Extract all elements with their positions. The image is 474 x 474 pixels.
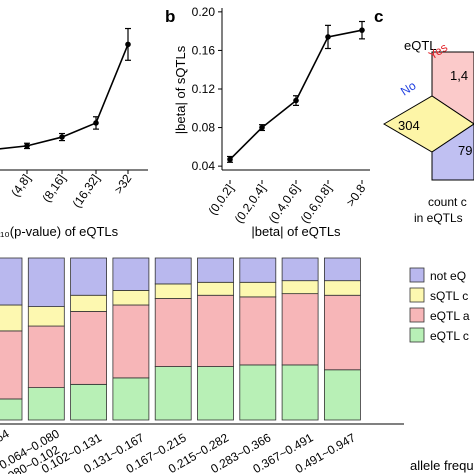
panel-a-data-point (24, 143, 30, 149)
panel-b-y-tick-label: 0.16 (192, 43, 216, 57)
panel-d-bar-segment (70, 294, 107, 312)
panel-d-bar-segment (112, 304, 150, 379)
panel-b-data-point (293, 97, 299, 104)
panel-d-bar-segment (323, 280, 361, 296)
panel-d-legend-swatch (409, 327, 425, 343)
panel-a-x-tick-label: (8,16] (39, 172, 68, 205)
panel-a-x-tick-label: >32 (111, 171, 134, 196)
panel-c-title: eQTL (404, 38, 437, 53)
panel-b-y-tick-label: 0.08 (192, 121, 216, 135)
panel-b-label: b (165, 7, 175, 26)
panel-c-caption-line1: count c (428, 195, 467, 209)
panel-d-x-axis-label: allele freque (410, 458, 474, 473)
panel-d-x-tick-label: .064 (0, 426, 12, 450)
panel-c-cell-yes-value: 1,4 (450, 68, 468, 83)
panel-d-bar-segment (154, 366, 192, 421)
panel-a-line-chart: (4,8] (8,16] (16,32] >32 ₁₀(p-value) of eQT… (0, 27, 148, 239)
panel-b-x-tick-label: (0,0.2] (205, 182, 236, 218)
panel-c-cell-left (383, 95, 474, 153)
panel-d-bar-segment (281, 280, 319, 295)
panel-d-bar-segment (154, 298, 192, 367)
panel-d-bar-segment (197, 294, 234, 367)
panel-c-caption-line2: in eQTLs (414, 211, 463, 225)
panel-b-y-axis-label: |beta| of sQTLs (173, 45, 188, 134)
panel-b-line-chart: b |beta| of sQTLs 0.20 0.16 0.12 0.08 0.04 (… (165, 5, 370, 239)
panel-b-data-point (227, 156, 233, 163)
panel-b-series-line (229, 29, 363, 160)
panel-d-bar-segment (27, 306, 65, 327)
panel-d-bar-segment (197, 366, 234, 421)
panel-d-legend: not eQ sQTL c eQTL a eQTL c (409, 267, 470, 343)
panel-d-bar-segment (323, 294, 361, 371)
panel-d-bar-segment (323, 369, 361, 421)
panel-d-bar-segment (70, 257, 107, 296)
panel-a-x-tick-label: (4,8] (8, 172, 33, 200)
panel-a-data-point (93, 120, 99, 126)
panel-d-legend-label: not eQ (430, 269, 466, 283)
panel-b-y-tick-label: 0.12 (192, 82, 216, 96)
panel-d-legend-swatch (409, 287, 425, 303)
panel-d-bar-segment (239, 296, 277, 366)
panel-b-x-tick-label: (0.6,0.8] (298, 182, 335, 226)
panel-d-legend-label: eQTL a (430, 309, 470, 323)
panel-d-legend-label: sQTL c (430, 289, 468, 303)
panel-a-x-tick-label: (16,32] (70, 172, 103, 211)
panel-d-bar-segment (112, 377, 150, 421)
panel-d-bar-segment (27, 257, 65, 307)
panel-c-cell-left-value: 304 (398, 118, 420, 133)
panel-d-bar-segment (239, 257, 277, 283)
panel-c-label: c (374, 7, 383, 26)
panel-d-bar-segment (27, 387, 65, 421)
panel-d-bar-segment (112, 289, 150, 306)
panel-d-bar-segment (154, 283, 192, 299)
panel-a-x-axis-label: ₁₀(p-value) of eQTLs (0, 224, 119, 239)
panel-b-data-point (259, 124, 265, 131)
panel-a-data-point (125, 41, 131, 48)
panel-c-cell-bottom-value: 79 (458, 143, 472, 158)
panel-d-bar-segment (70, 311, 107, 385)
panel-d-bar-segment (70, 383, 107, 421)
panel-b-y-tick-label: 0.04 (192, 159, 216, 173)
panel-d-bar-segment (0, 257, 23, 306)
panel-b-x-axis-label: |beta| of eQTLs (251, 224, 341, 239)
panel-d-bar-segment (281, 293, 319, 366)
panel-d-legend-label: eQTL c (430, 329, 469, 343)
panel-d-legend-swatch (409, 267, 425, 283)
panel-d-bar-segment (112, 257, 150, 291)
panel-d-bar-segment (0, 398, 23, 421)
panel-b-data-point (359, 27, 365, 33)
panel-b-x-tick-label: >0.8 (343, 181, 368, 209)
panel-d-bar-segment (0, 330, 23, 400)
panel-c-venn-grid: c eQTL Yes No 1,4 304 79 count c in eQTL… (374, 7, 474, 225)
panel-a-data-point (59, 134, 65, 140)
panel-c-no-label: No (398, 78, 419, 98)
panel-d-bar-segment (154, 257, 192, 285)
panel-d-bar-segment (281, 364, 319, 421)
panel-c-cell-yes (431, 51, 474, 125)
panel-d-bar-segment (239, 281, 277, 298)
panel-d-bar-segment (323, 257, 361, 282)
panel-d-bar-segment (281, 257, 319, 282)
panel-c-cell-bottom (431, 123, 474, 181)
panel-d-bar-segment (197, 257, 234, 283)
panel-d-stacked-bar-chart: .0640.064~0.080.080~0.1020.102~0.1310.13… (0, 257, 474, 474)
panel-b-x-tick-label: (0.4,0.6] (266, 182, 303, 226)
panel-b-y-tick-label: 0.20 (192, 5, 216, 19)
panel-d-bar-segment (27, 325, 65, 389)
panel-d-bar-segment (239, 364, 277, 421)
panel-d-legend-swatch (409, 307, 425, 323)
panel-d-bar-segment (0, 304, 23, 332)
panel-b-x-tick-label: (0.2,0.4] (232, 182, 269, 226)
panel-d-bar-segment (197, 281, 234, 296)
panel-b-data-point (325, 34, 331, 40)
